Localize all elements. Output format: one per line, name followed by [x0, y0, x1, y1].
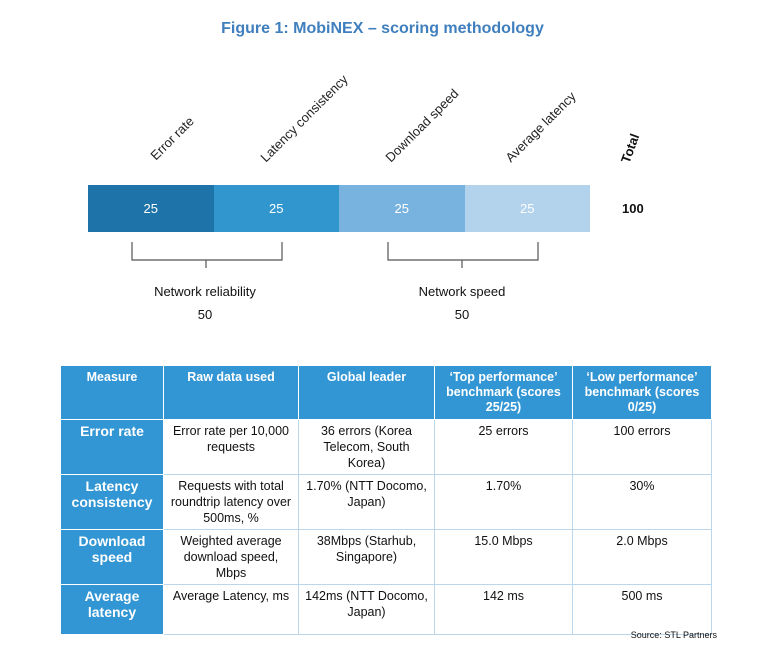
segment-latency-consistency: 25 — [213, 185, 339, 232]
column-label-average-latency: Average latency — [502, 88, 579, 165]
segment-error-rate: 25 — [88, 185, 214, 232]
row-raw-data: Weighted average download speed, Mbps — [163, 529, 299, 585]
row-raw-data: Requests with total roundtrip latency ov… — [163, 474, 299, 530]
row-raw-data: Average Latency, ms — [163, 584, 299, 635]
row-measure: Download speed — [60, 529, 164, 585]
table-row: Average latency Average Latency, ms 142m… — [60, 584, 712, 635]
row-raw-data: Error rate per 10,000 requests — [163, 419, 299, 475]
segment-average-latency: 25 — [464, 185, 590, 232]
score-bar: 25 25 25 25 — [88, 185, 590, 232]
row-global-leader: 36 errors (Korea Telecom, South Korea) — [298, 419, 435, 475]
table-row: Download speed Weighted average download… — [60, 529, 712, 585]
header-raw-data: Raw data used — [163, 365, 299, 420]
network-speed-value: 50 — [454, 307, 470, 322]
table-row: Error rate Error rate per 10,000 request… — [60, 419, 712, 475]
row-low-benchmark: 500 ms — [572, 584, 712, 635]
row-measure: Latency consistency — [60, 474, 164, 530]
column-label-latency-consistency: Latency consistency — [257, 71, 351, 165]
table-row: Latency consistency Requests with total … — [60, 474, 712, 530]
header-top-benchmark: ‘Top performance’ benchmark (scores 25/2… — [434, 365, 573, 420]
network-reliability-bracket — [131, 242, 283, 268]
network-reliability-value: 50 — [197, 307, 213, 322]
row-low-benchmark: 30% — [572, 474, 712, 530]
row-global-leader: 38Mbps (Starhub, Singapore) — [298, 529, 435, 585]
source-note: Source: STL Partners — [630, 630, 717, 640]
header-global-leader: Global leader — [298, 365, 435, 420]
header-low-benchmark: ‘Low performance’ benchmark (scores 0/25… — [572, 365, 712, 420]
row-top-benchmark: 142 ms — [434, 584, 573, 635]
column-label-download-speed: Download speed — [382, 85, 462, 165]
figure-title: Figure 1: MobiNEX – scoring methodology — [221, 20, 544, 37]
total-value: 100 — [622, 201, 644, 216]
row-measure: Error rate — [60, 419, 164, 475]
row-global-leader: 142ms (NTT Docomo, Japan) — [298, 584, 435, 635]
header-measure: Measure — [60, 365, 164, 420]
row-top-benchmark: 25 errors — [434, 419, 573, 475]
methodology-table: Measure Raw data used Global leader ‘Top… — [60, 365, 712, 635]
row-global-leader: 1.70% (NTT Docomo, Japan) — [298, 474, 435, 530]
row-low-benchmark: 100 errors — [572, 419, 712, 475]
column-label-error-rate: Error rate — [147, 113, 197, 163]
network-speed-label: Network speed — [418, 284, 506, 299]
row-low-benchmark: 2.0 Mbps — [572, 529, 712, 585]
table-header-row: Measure Raw data used Global leader ‘Top… — [60, 365, 712, 420]
network-speed-bracket — [387, 242, 539, 268]
row-top-benchmark: 15.0 Mbps — [434, 529, 573, 585]
network-reliability-label: Network reliability — [154, 284, 256, 299]
row-top-benchmark: 1.70% — [434, 474, 573, 530]
row-measure: Average latency — [60, 584, 164, 635]
segment-download-speed: 25 — [339, 185, 465, 232]
total-label: Total — [617, 131, 643, 165]
